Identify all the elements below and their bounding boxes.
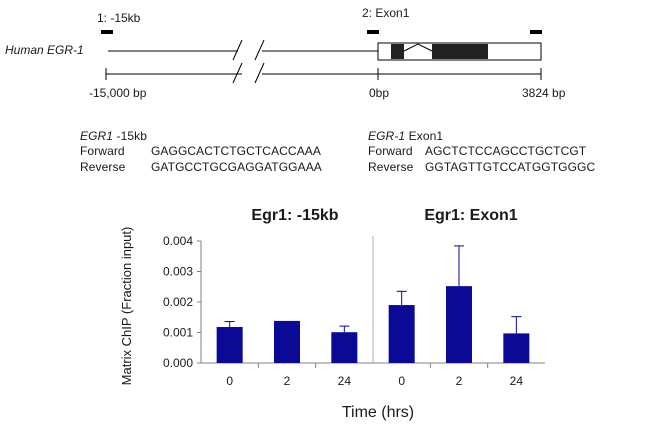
scale-right-label: 3824 bp <box>522 86 566 100</box>
primer-left-forward-seq: GAGGCACTCTGCTCACCAAA <box>151 144 322 158</box>
amplicon-marker-2a <box>367 30 379 34</box>
x-tick-label: 24 <box>510 374 524 388</box>
bar-chart: 0.000 0.001 0.002 0.003 0.004 Matrix ChIP (Fr… <box>119 207 545 421</box>
y-axis-label: Matrix ChIP (Fraction input) <box>119 227 134 386</box>
y-tick-label: 0.004 <box>163 234 193 248</box>
primer-left-forward-label: Forward <box>80 144 125 158</box>
primer-right-title: EGR-1 Exon1 <box>368 129 443 143</box>
bar <box>331 332 358 363</box>
break-mark <box>254 39 265 61</box>
x-tick-label: 2 <box>456 374 463 388</box>
x-tick-label: 0 <box>398 374 405 388</box>
primer-left-gene: EGR1 <box>80 129 114 143</box>
bar <box>446 286 472 363</box>
exon-2 <box>432 44 488 59</box>
bar <box>274 320 300 363</box>
panel-title: Egr1: Exon1 <box>424 207 517 224</box>
amplicon-marker-2b <box>530 30 542 34</box>
y-tick-label: 0.001 <box>163 326 193 340</box>
primer-left-site: -15kb <box>113 129 148 143</box>
primer-left-reverse-seq: GATGCCTGCGAGGATGGAAA <box>151 160 322 174</box>
x-tick-label: 0 <box>226 374 233 388</box>
primer-right-reverse-label: Reverse <box>368 160 414 174</box>
exon-1 <box>391 44 404 59</box>
primer-left-title: EGR1 -15kb <box>80 129 147 143</box>
scale-left-label: -15,000 bp <box>89 86 147 100</box>
y-tick-label: 0.003 <box>163 265 193 279</box>
x-tick-label: 2 <box>284 374 291 388</box>
site1-label: 1: -15kb <box>97 11 141 25</box>
bar <box>503 333 530 363</box>
gene-map <box>101 30 542 84</box>
primer-right-reverse-seq: GGTAGTTGTCCATGGTGGGC <box>425 160 596 174</box>
panel-title: Egr1: -15kb <box>251 207 338 224</box>
amplicon-marker-1 <box>101 30 113 34</box>
site2-label: 2: Exon1 <box>362 6 410 20</box>
break-mark <box>254 62 265 84</box>
primer-right-gene: EGR-1 <box>368 129 406 143</box>
primer-right-forward-label: Forward <box>368 144 413 158</box>
intron-line <box>403 43 433 52</box>
y-tick-label: 0.002 <box>163 295 193 309</box>
scale-mid-label: 0bp <box>369 86 390 100</box>
primer-right-forward-seq: AGCTCTCCAGCCTGCTCGT <box>425 144 587 158</box>
y-tick-label: 0.000 <box>163 356 193 370</box>
primer-right-site: Exon1 <box>405 129 444 143</box>
x-axis-label: Time (hrs) <box>342 404 414 421</box>
break-mark <box>232 39 243 61</box>
break-mark <box>232 62 243 84</box>
bar <box>216 327 243 363</box>
primer-left-reverse-label: Reverse <box>80 160 126 174</box>
gene-label: Human EGR-1 <box>5 43 84 57</box>
x-tick-label: 24 <box>338 374 352 388</box>
bar <box>388 305 415 363</box>
